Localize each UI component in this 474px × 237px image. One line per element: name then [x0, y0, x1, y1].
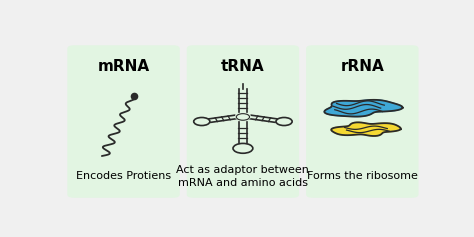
- Polygon shape: [331, 122, 401, 136]
- FancyBboxPatch shape: [67, 45, 180, 198]
- Text: mRNA: mRNA: [98, 59, 150, 74]
- Circle shape: [237, 114, 249, 120]
- Text: tRNA: tRNA: [221, 59, 265, 74]
- FancyBboxPatch shape: [306, 45, 419, 198]
- Text: Forms the ribosome: Forms the ribosome: [307, 171, 418, 181]
- Circle shape: [235, 113, 251, 121]
- Polygon shape: [324, 100, 402, 117]
- Text: Act as adaptor between
mRNA and amino acids: Act as adaptor between mRNA and amino ac…: [176, 165, 310, 188]
- Text: Encodes Protiens: Encodes Protiens: [76, 171, 171, 181]
- Text: rRNA: rRNA: [340, 59, 384, 74]
- FancyBboxPatch shape: [187, 45, 299, 198]
